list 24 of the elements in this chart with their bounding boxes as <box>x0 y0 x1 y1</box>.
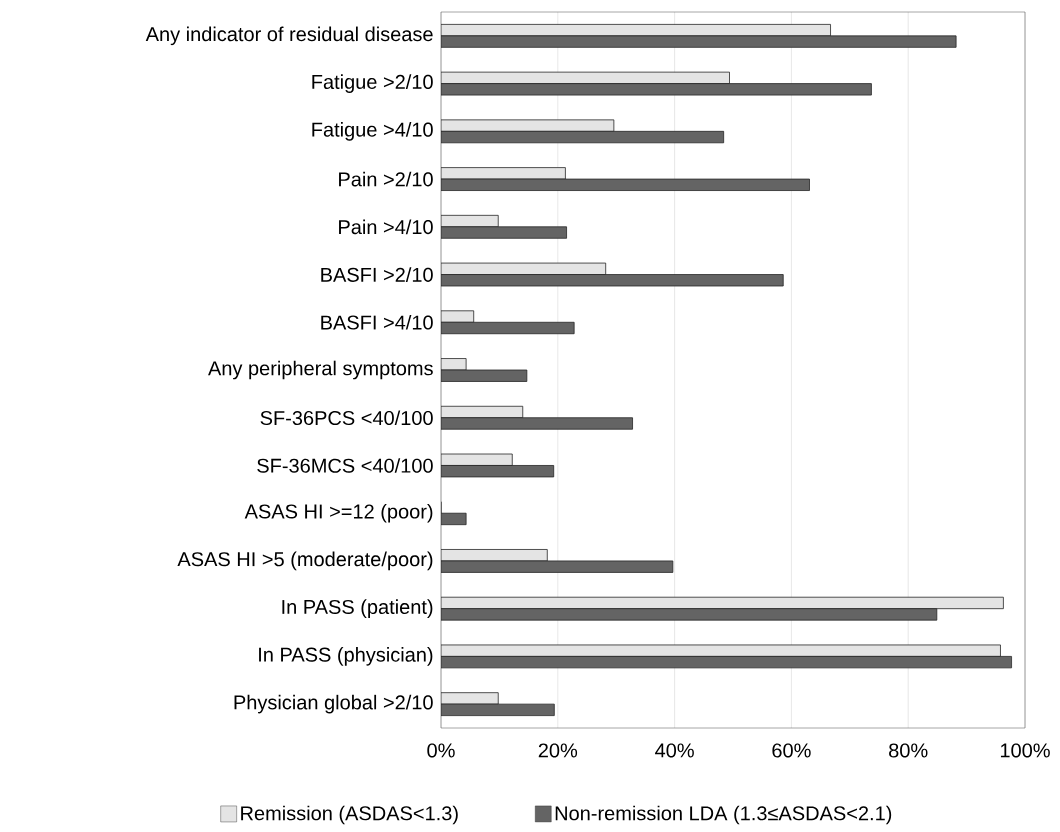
y-tick-label: SF-36PCS <40/100 <box>260 410 433 426</box>
x-tick-label: 40% <box>655 743 694 758</box>
x-tick-label: 0% <box>427 743 455 758</box>
y-tick-label: Any indicator of residual disease <box>145 26 433 46</box>
y-tick-label: SF-36MCS <40/100 <box>257 458 433 473</box>
y-tick-label: In PASS (patient) <box>282 599 433 618</box>
y-tick-label: ASAS HI >5 (moderate/poor) <box>177 551 433 571</box>
x-tick-label: 100% <box>1000 743 1050 758</box>
y-tick-label: Fatigue >4/10 <box>312 122 433 141</box>
y-tick-label: Any peripheral symptoms <box>208 360 433 380</box>
y-tick-label: Physician global >2/10 <box>234 694 433 714</box>
x-tick-label: 80% <box>889 743 928 758</box>
y-tick-label: BASFI >4/10 <box>321 314 433 330</box>
y-tick-label: ASAS HI >=12 (poor) <box>244 503 433 523</box>
y-tick-label: Pain >2/10 <box>339 171 433 187</box>
y-tick-label: Fatigue >2/10 <box>312 74 433 93</box>
bar <box>441 310 475 323</box>
y-tick-label: Pain >4/10 <box>339 219 433 235</box>
legend-label: Remission (ASDAS<1.3) <box>241 805 458 825</box>
x-tick-label: 20% <box>538 743 578 758</box>
x-tick-label: 60% <box>772 743 811 758</box>
y-tick-label: BASFI >2/10 <box>321 267 433 282</box>
y-tick-label: In PASS (physician) <box>259 647 433 666</box>
legend-label: Non-remission LDA (1.3≤ASDAS<2.1) <box>555 805 892 825</box>
